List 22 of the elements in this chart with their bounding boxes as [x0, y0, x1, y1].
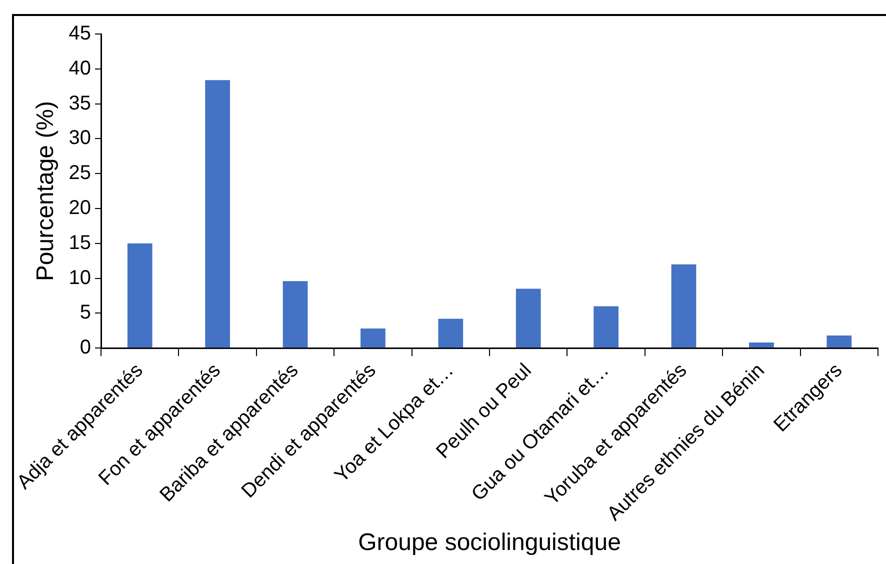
y-tick-label: 0 [80, 336, 92, 359]
y-tick-label: 20 [68, 196, 92, 219]
bar [671, 264, 696, 348]
y-tick-label: 40 [68, 57, 92, 80]
bar [594, 306, 618, 348]
y-tick-label: 45 [68, 22, 92, 45]
bar [749, 342, 774, 348]
y-tick-label: 10 [68, 266, 92, 289]
bar [127, 243, 152, 348]
bar [826, 336, 852, 348]
y-tick-label: 25 [68, 162, 92, 184]
y-tick-label: 15 [68, 232, 92, 254]
bar [205, 80, 230, 348]
y-tick-label: 35 [68, 92, 92, 114]
bar [360, 328, 386, 348]
bar [516, 288, 541, 348]
bar [438, 318, 464, 348]
bar [282, 281, 308, 348]
y-axis-title: Pourcentage (%) [32, 100, 60, 282]
y-tick-label: 5 [80, 302, 92, 324]
y-tick-label: 30 [68, 127, 92, 150]
x-axis-title: Groupe sociolinguistique [358, 529, 621, 556]
